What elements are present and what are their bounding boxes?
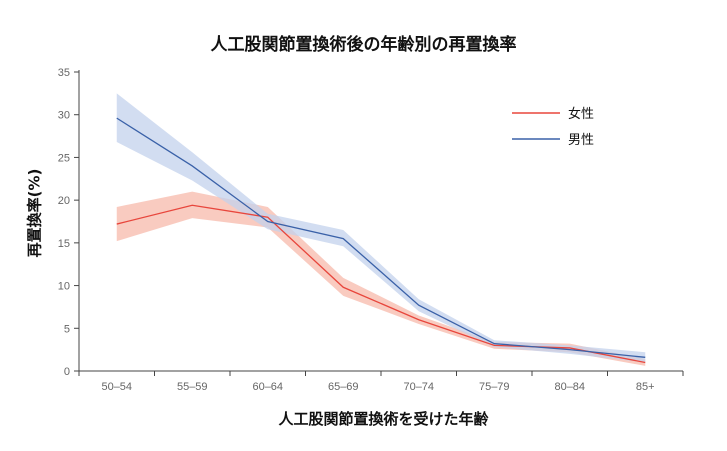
x-tick-label: 65–69 [328, 381, 359, 393]
y-tick-label: 20 [58, 195, 70, 207]
x-tick-label: 70–74 [403, 381, 434, 393]
y-tick-label: 25 [58, 152, 70, 164]
x-tick-label: 50–54 [101, 381, 132, 393]
y-tick-label: 0 [64, 366, 70, 378]
y-tick-label: 10 [58, 281, 70, 293]
x-tick-label: 60–64 [252, 381, 283, 393]
x-tick-label: 75–79 [479, 381, 510, 393]
legend-label: 男性 [568, 133, 594, 148]
y-tick-label: 5 [64, 323, 70, 335]
series-line-female [116, 204, 646, 364]
y-tick-label: 35 [58, 67, 70, 79]
confidence-band-male [116, 93, 646, 363]
x-tick-label: 80–84 [554, 381, 585, 393]
y-tick-label: 30 [58, 110, 70, 122]
x-axis-label: 人工股関節置換術を受けた年齢 [278, 410, 489, 428]
chart-title: 人工股関節置換術後の年齢別の再置換率 [210, 35, 517, 55]
y-tick-label: 15 [58, 238, 70, 250]
legend-label: 女性 [568, 106, 594, 122]
series-line-male [116, 117, 646, 358]
x-tick-label: 55–59 [177, 381, 208, 393]
x-tick-label: 85+ [636, 381, 655, 393]
